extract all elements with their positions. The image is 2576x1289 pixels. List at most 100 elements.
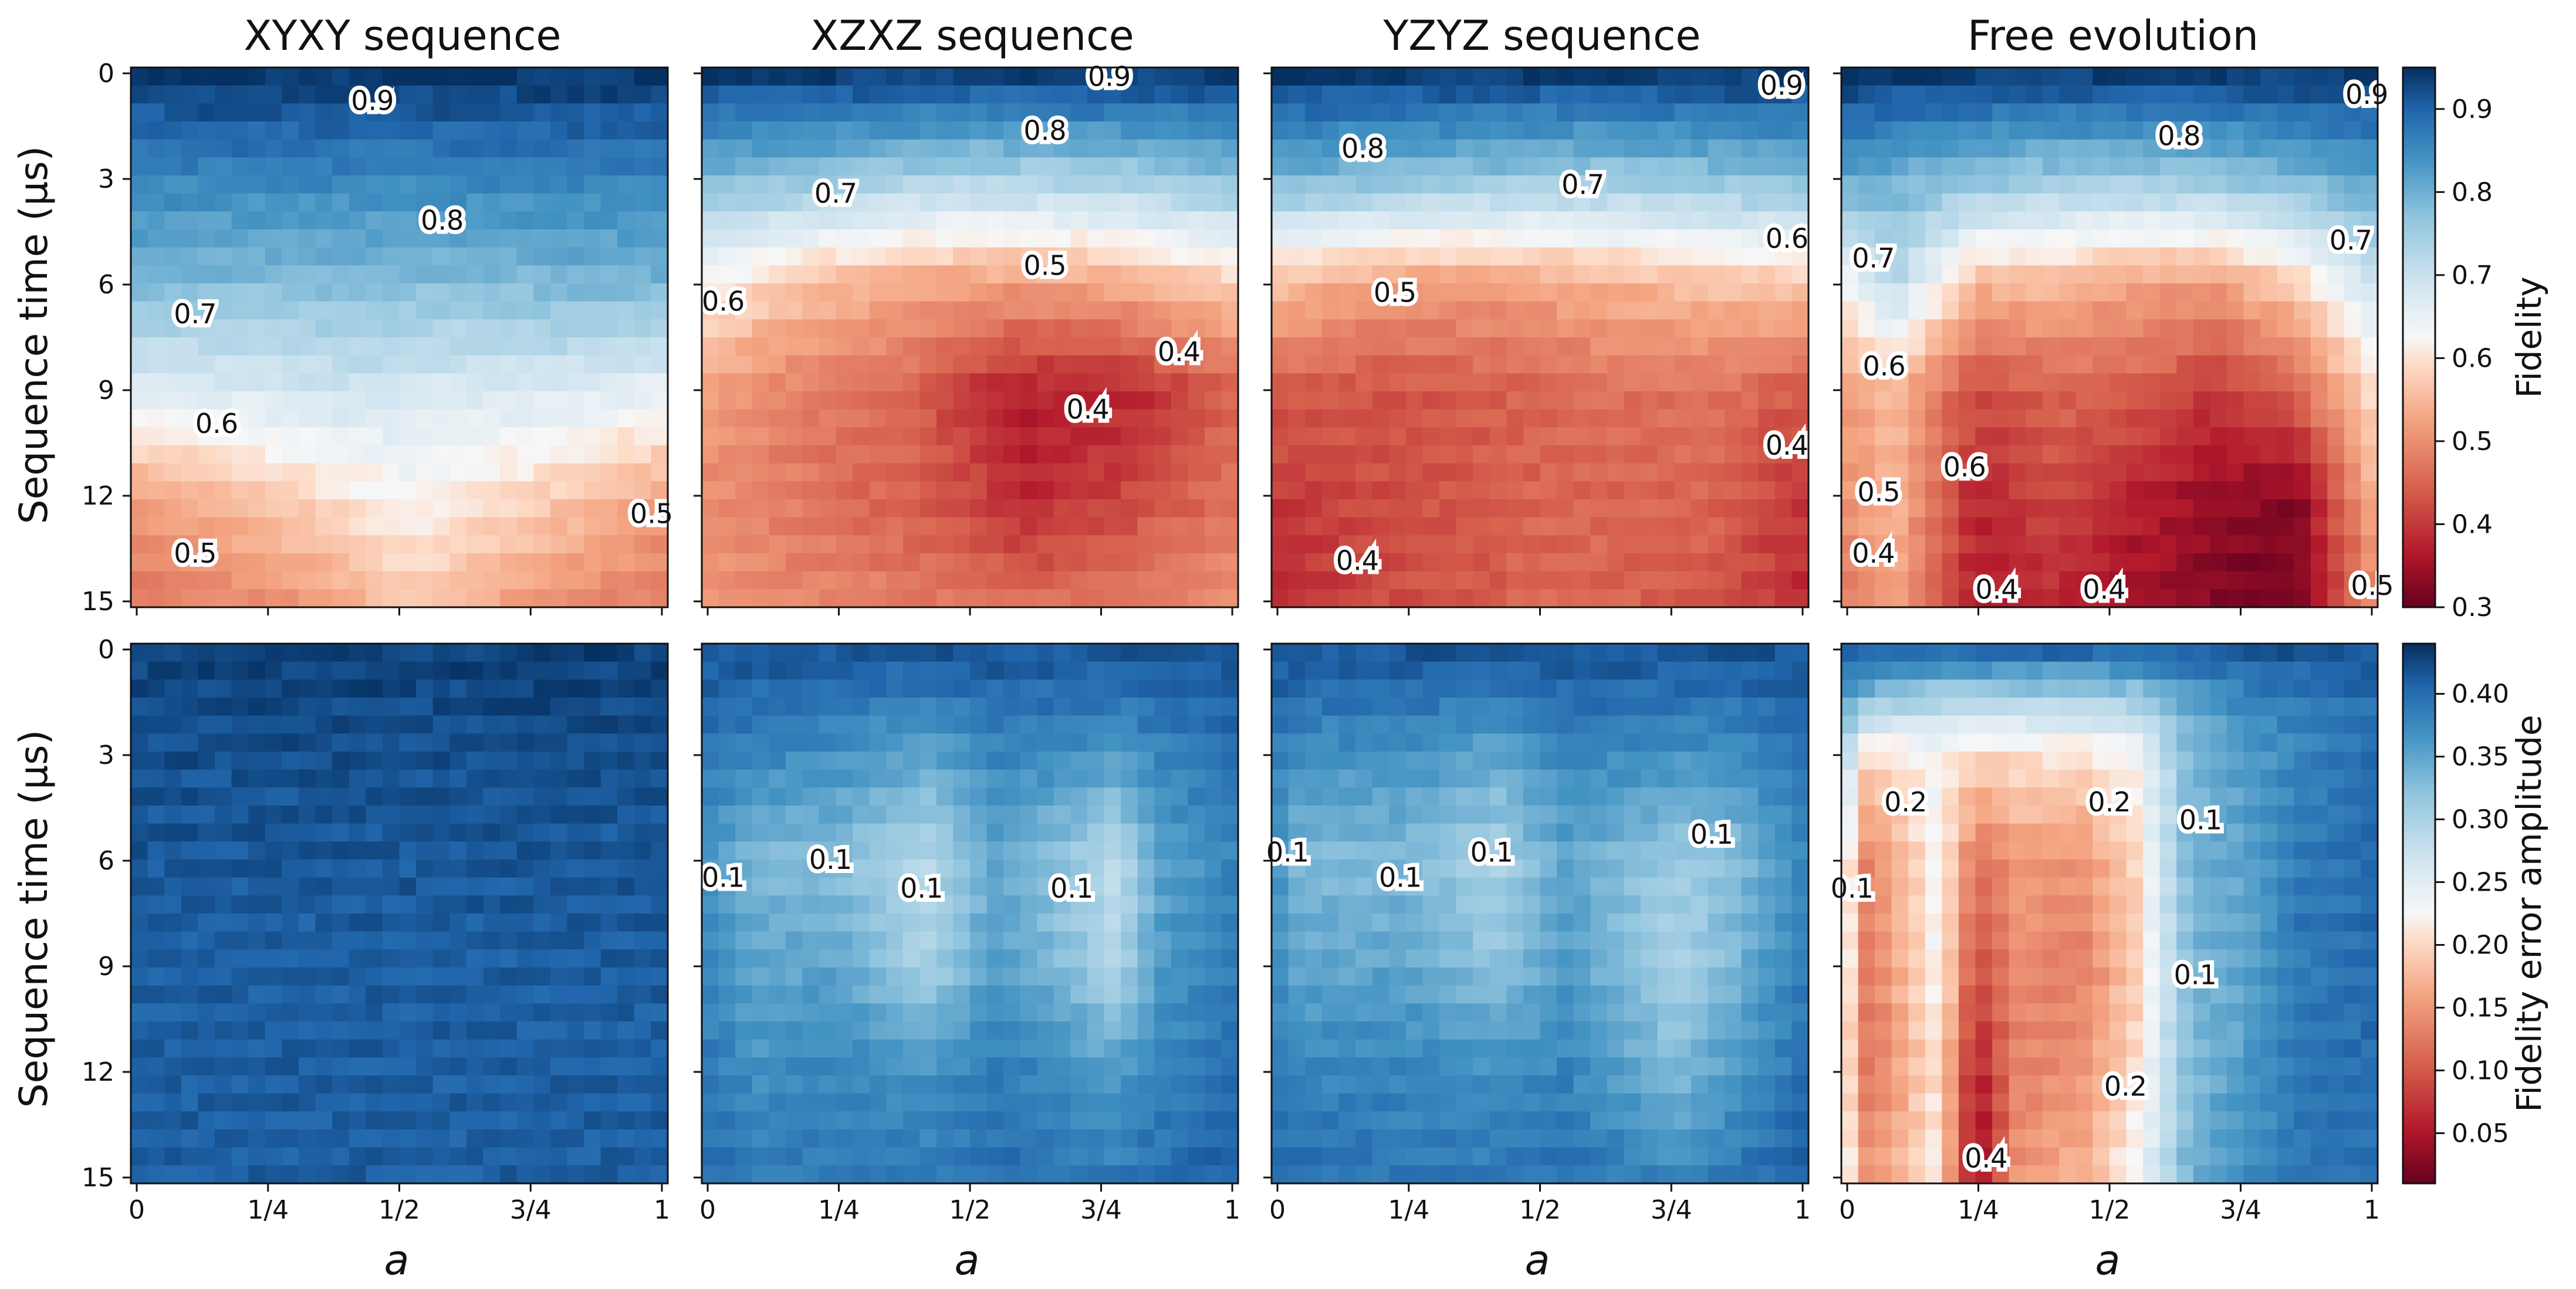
heatmap-cell (836, 427, 853, 446)
heatmap-cell (265, 67, 283, 86)
heatmap-cell (902, 427, 921, 446)
heatmap-cell (752, 319, 770, 338)
heatmap-cell (231, 1165, 249, 1184)
heatmap-cell (1053, 301, 1071, 320)
heatmap-cell (1439, 85, 1457, 104)
heatmap-cell (1489, 211, 1507, 230)
heatmap-cell (1137, 481, 1155, 500)
heatmap-cell (147, 427, 165, 446)
panel-title: YZYZ sequence (1383, 12, 1701, 60)
heatmap-cell (366, 787, 383, 806)
heatmap-cell (2026, 175, 2043, 194)
heatmap-cell (718, 355, 736, 374)
heatmap-cell (1523, 373, 1541, 392)
heatmap-cell (1657, 517, 1675, 536)
heatmap-cell (600, 967, 618, 986)
heatmap-cell (2009, 589, 2026, 608)
heatmap-cell (584, 193, 601, 212)
heatmap-cell (466, 733, 484, 752)
heatmap-cell (2193, 139, 2211, 158)
heatmap-cell (2026, 67, 2043, 86)
heatmap-cell (735, 571, 753, 590)
heatmap-cell (500, 1021, 518, 1040)
heatmap-cell (231, 229, 249, 248)
heatmap-cell (1841, 445, 1859, 464)
heatmap-cell (131, 481, 148, 500)
heatmap-cell (516, 1129, 535, 1148)
heatmap-cell (2226, 373, 2244, 392)
heatmap-cell (215, 193, 232, 212)
heatmap-cell (1942, 247, 1959, 266)
heatmap-cell (332, 229, 350, 248)
heatmap-cell (131, 265, 148, 284)
heatmap-cell (1288, 283, 1306, 302)
heatmap-cell (449, 895, 467, 914)
heatmap-cell (550, 427, 568, 446)
heatmap-cell (718, 499, 736, 518)
heatmap-cell (886, 463, 904, 482)
heatmap-cell (2143, 427, 2161, 446)
heatmap-cell (416, 1093, 434, 1112)
heatmap-cell (1590, 445, 1608, 464)
heatmap-cell (1573, 571, 1591, 590)
heatmap-cell (231, 445, 249, 464)
heatmap-cell (1590, 85, 1608, 104)
heatmap-cell (2126, 67, 2144, 86)
heatmap-cell (2159, 391, 2178, 410)
heatmap-cell (2009, 373, 2026, 392)
heatmap-cell (366, 698, 383, 716)
contour-label: 0.9 (2345, 79, 2388, 110)
heatmap-cell (382, 1075, 400, 1094)
heatmap-cell (500, 283, 518, 302)
heatmap-cell (1305, 553, 1323, 572)
heatmap-cell (533, 895, 551, 914)
heatmap-cell (533, 211, 551, 230)
heatmap-cell (2310, 337, 2328, 356)
heatmap-cell (1758, 175, 1776, 194)
heatmap-cell (449, 211, 467, 230)
heatmap-cell (1725, 301, 1742, 320)
heatmap-cell (600, 229, 618, 248)
heatmap-cell (1925, 265, 1943, 284)
heatmap-cell (1204, 337, 1222, 356)
heatmap-cell (164, 877, 182, 896)
heatmap-cell (1708, 589, 1725, 608)
heatmap-cell (1725, 121, 1742, 140)
heatmap-cell (231, 553, 249, 572)
heatmap-cell (2143, 571, 2161, 590)
heatmap-cell (1557, 157, 1574, 176)
heatmap-cell (970, 644, 988, 662)
heatmap-cell (584, 715, 601, 735)
contour-label: 0.9 (1760, 70, 1803, 102)
heatmap-cell (416, 373, 434, 392)
heatmap-cell (1037, 571, 1054, 590)
heatmap-cell (1070, 445, 1088, 464)
heatmap-cell (248, 337, 266, 356)
heatmap-cell (1020, 409, 1038, 428)
heatmap-cell (181, 121, 199, 140)
heatmap-cell (1305, 103, 1323, 122)
heatmap-cell (432, 211, 451, 230)
heatmap-cell (886, 211, 904, 230)
heatmap-cell (1053, 121, 1071, 140)
heatmap-cell (869, 589, 887, 608)
heatmap-cell (1456, 499, 1473, 518)
heatmap-cell (181, 769, 199, 789)
heatmap-cell (2260, 103, 2278, 122)
heatmap-cell (1288, 193, 1306, 212)
heatmap-cell (366, 553, 383, 572)
heatmap-cell (1154, 571, 1172, 590)
heatmap-cell (1003, 409, 1021, 428)
heatmap-cell (1405, 553, 1424, 572)
heatmap-cell (1841, 499, 1859, 518)
heatmap-cell (567, 806, 584, 824)
heatmap-cell (2344, 319, 2362, 338)
heatmap-cell (802, 157, 820, 176)
heatmap-panel: 0.90.80.70.70.60.50.40.60.4 0.4 0.5 (1833, 66, 2398, 615)
heatmap-cell (1590, 67, 1608, 86)
heatmap-cell (1523, 247, 1541, 266)
heatmap-cell (1573, 553, 1591, 572)
heatmap-cell (1439, 499, 1457, 518)
heatmap-cell (1154, 211, 1172, 230)
heatmap-cell (2361, 571, 2378, 590)
